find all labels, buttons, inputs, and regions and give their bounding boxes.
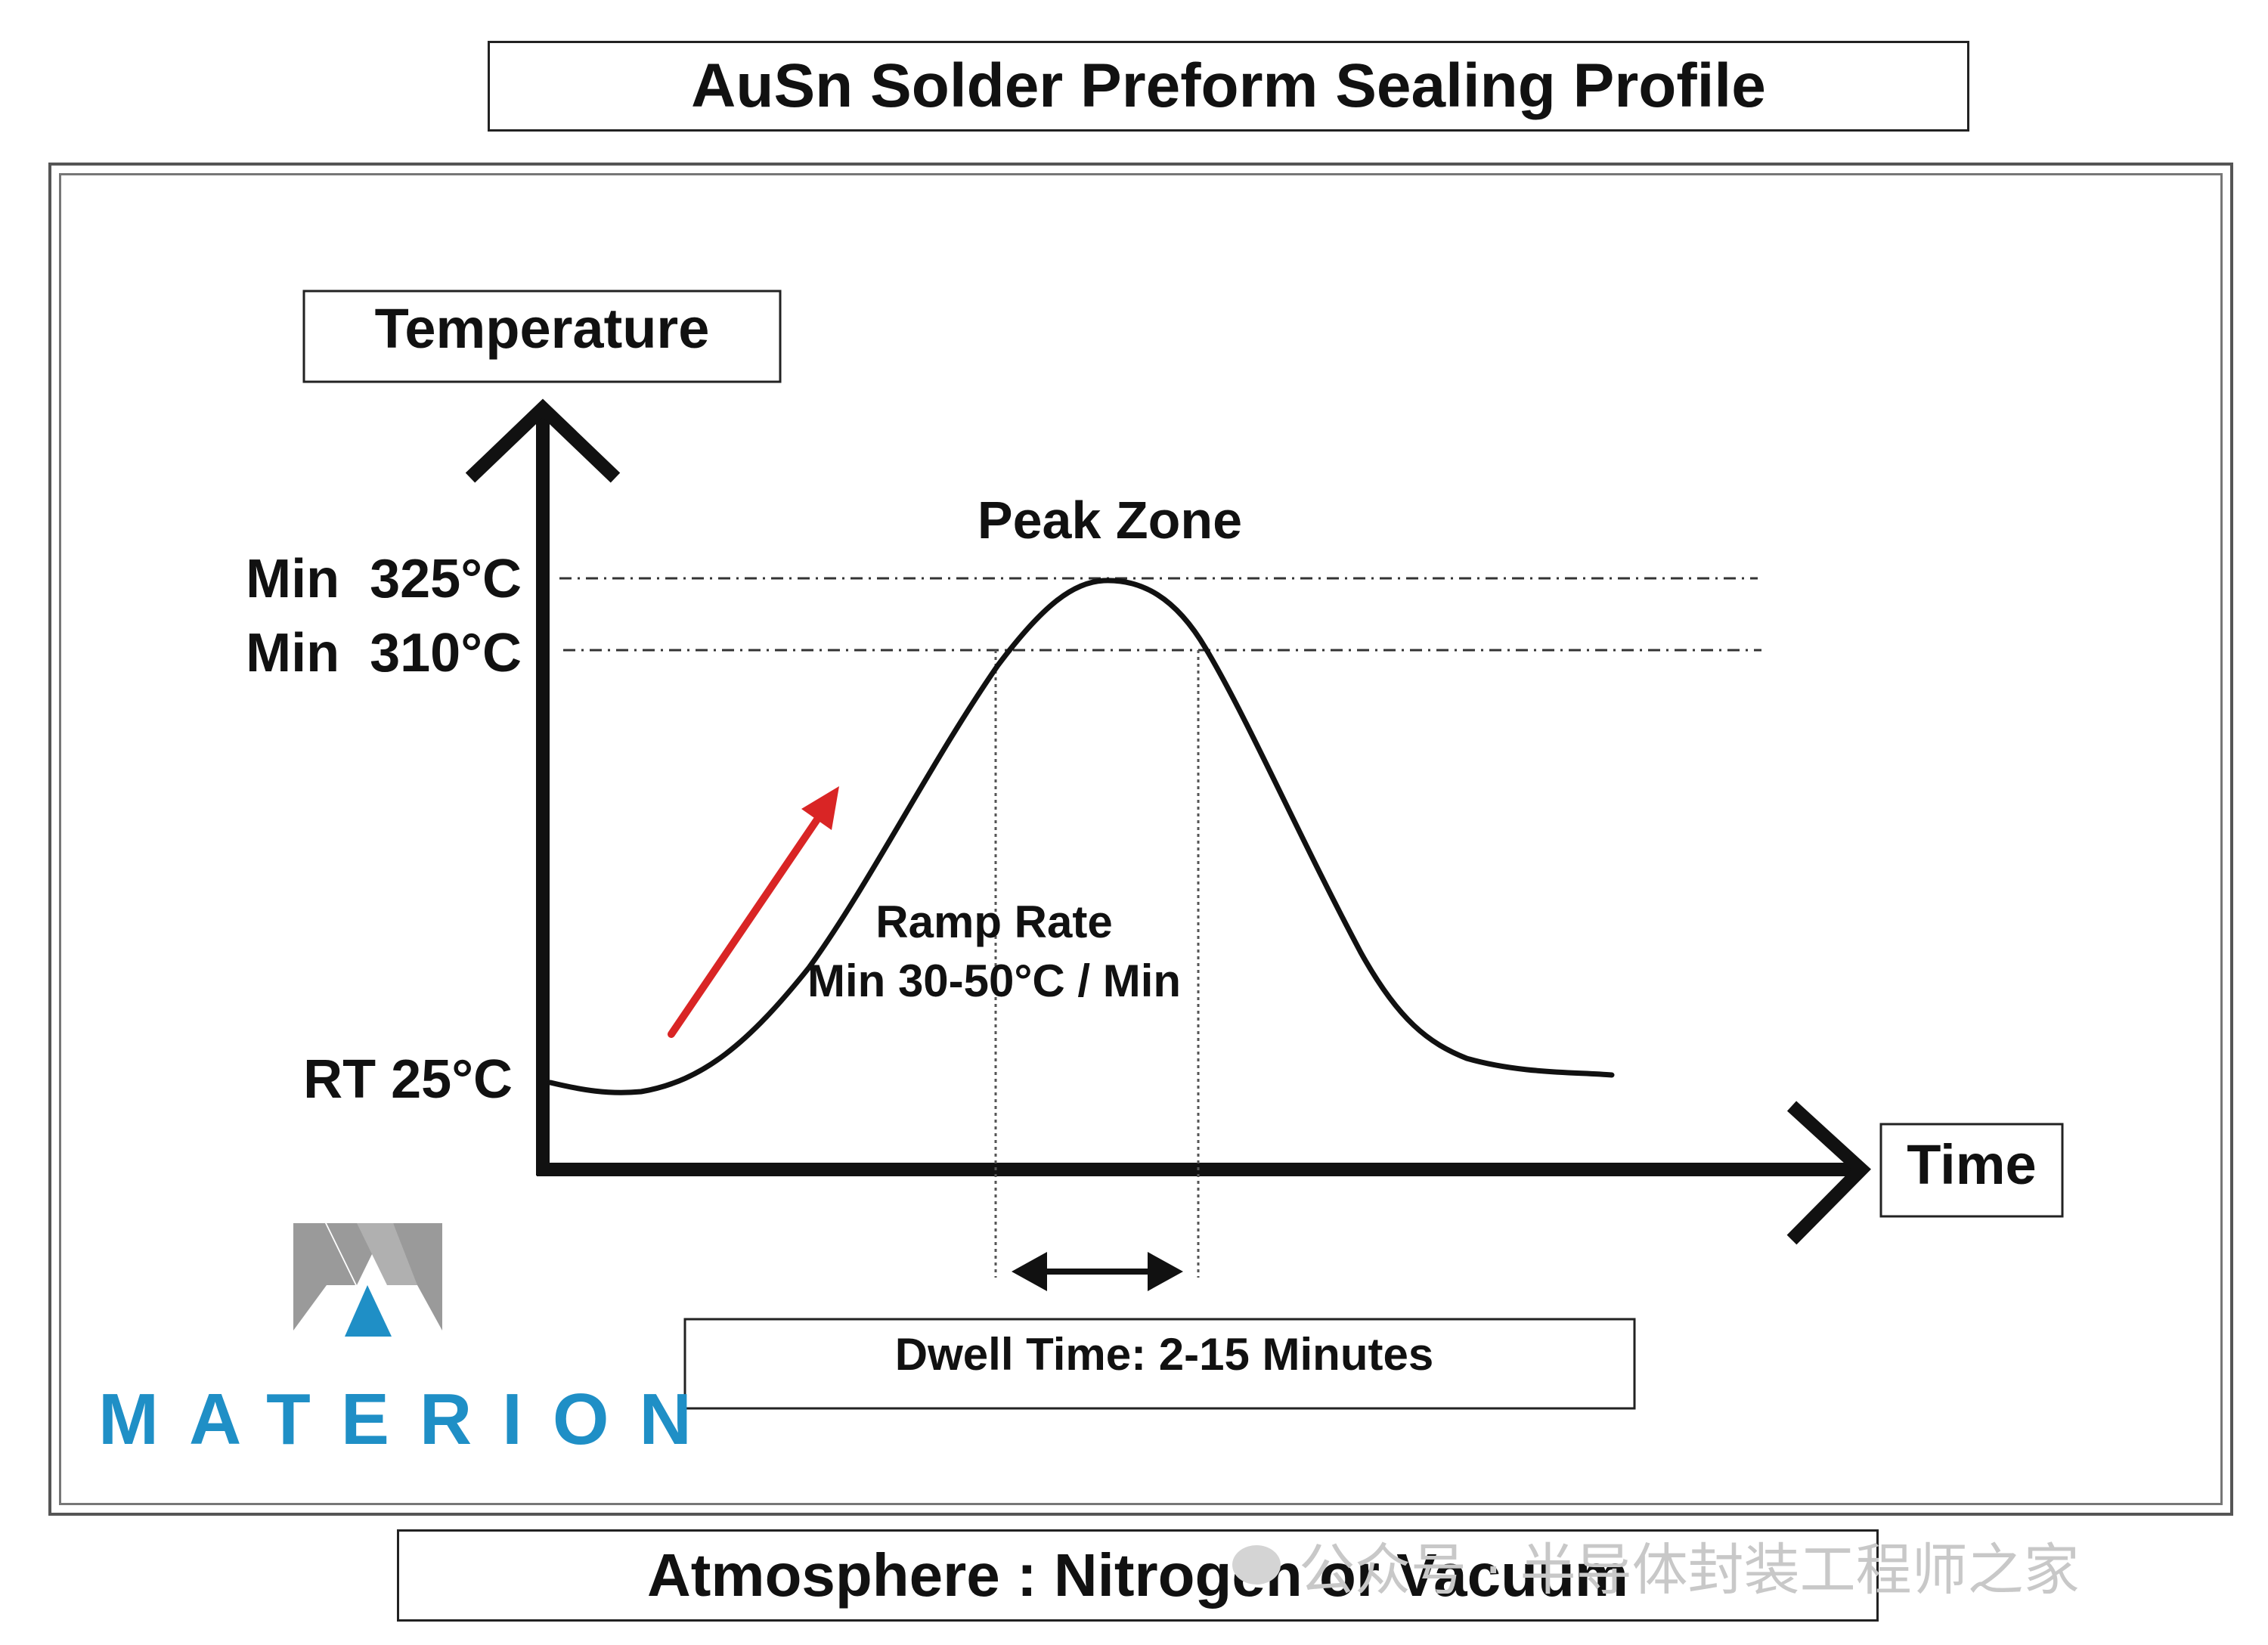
time-label-box	[1879, 1123, 2064, 1218]
wechat-icon	[1232, 1545, 1281, 1585]
diagram-title: AuSn Solder Preform Sealing Profile	[488, 41, 1969, 132]
temp-label-310c: Min 310°C	[246, 623, 522, 683]
logo-wordmark: MATERION	[98, 1379, 722, 1460]
x-axis-label: Time	[1907, 1133, 2036, 1196]
x-axis-arrowhead	[1786, 1101, 1871, 1245]
dwell-arrow-right-head	[1148, 1252, 1183, 1291]
watermark: 公众号 · 半导体封装工程师之家	[1232, 1527, 2080, 1603]
logo-right-peak	[393, 1223, 442, 1331]
y-axis-arrowhead	[465, 398, 621, 483]
temperature-profile-curve	[547, 578, 1615, 1095]
ramp-rate-value: Min 30-50°C / Min	[807, 956, 1181, 1006]
temp-label-325c: Min 325°C	[246, 549, 522, 609]
atmosphere-label: Atmosphere : Nitrogen or Vacuum	[397, 1529, 1879, 1622]
ramp-rate-label: Ramp Rate	[875, 897, 1112, 947]
dwell-arrow-left-head	[1012, 1252, 1047, 1291]
temperature-label-box	[302, 290, 782, 383]
y-axis-label: Temperature	[375, 297, 710, 360]
materion-logo: MATERION	[98, 1223, 722, 1460]
dwell-time-box	[683, 1318, 1636, 1410]
temp-label-room: RT 25°C	[303, 1049, 513, 1110]
logo-center	[357, 1223, 420, 1285]
dwell-time-label: Dwell Time: 2-15 Minutes	[895, 1329, 1433, 1380]
peak-zone-label: Peak Zone	[978, 491, 1242, 550]
logo-left-peak	[293, 1223, 355, 1331]
chart-frame-outer	[48, 163, 2233, 1516]
chart-frame-inner	[59, 173, 2223, 1505]
logo-blue-triangle	[345, 1285, 392, 1337]
ramp-rate-arrow-shaft	[668, 811, 824, 1038]
watermark-text: 公众号 · 半导体封装工程师之家	[1299, 1537, 2080, 1603]
ramp-rate-arrow-head	[801, 786, 839, 830]
